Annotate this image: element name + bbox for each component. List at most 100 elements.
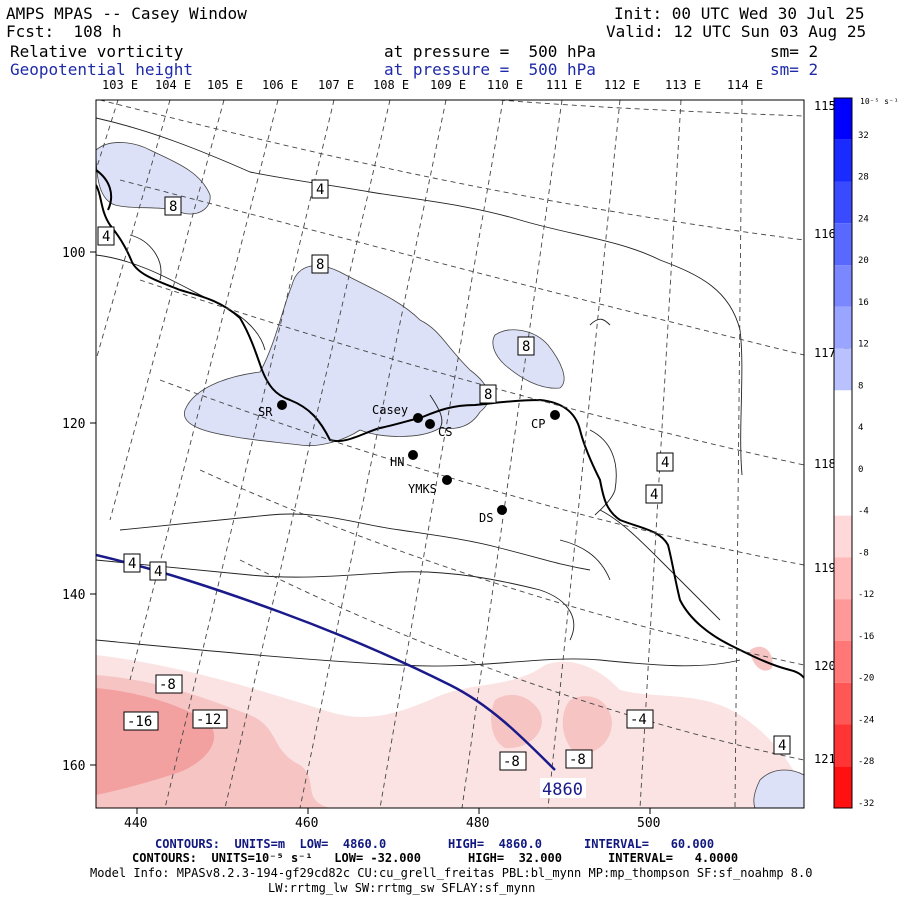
y-tick-100: 100 — [62, 246, 85, 261]
contour-label: 4 — [128, 556, 136, 572]
stations — [277, 400, 560, 515]
x-tick-500: 500 — [637, 816, 660, 830]
colorbar-swatch — [834, 473, 852, 516]
station-label-cs: CS — [438, 425, 452, 439]
colorbar-swatch — [834, 390, 852, 433]
contour-label: -8 — [569, 752, 586, 768]
colorbar-swatch — [834, 223, 852, 266]
contour-label: 4 — [316, 182, 324, 198]
colorbar-unit: 10⁻⁵ s⁻¹ — [860, 97, 899, 106]
footer-model-info2: LW:rrtmg_lw SW:rrtmg_sw SFLAY:sf_mynn — [268, 881, 536, 895]
colorbar-swatch — [834, 599, 852, 641]
pos-vorticity-se — [753, 769, 804, 808]
y-tick-140: 140 — [62, 588, 85, 603]
colorbar-swatch — [834, 557, 852, 600]
colorbar-tick-label: -32 — [858, 799, 874, 809]
contour-label: 4 — [154, 564, 162, 580]
footer-model-info: Model Info: MPASv8.2.3-194-gf29cd82c CU:… — [90, 866, 813, 880]
contour-label: -4 — [630, 712, 647, 728]
colorbar-tick-label: 4 — [858, 423, 863, 433]
field1-name: Relative vorticity — [10, 42, 184, 61]
map-frame — [95, 99, 805, 809]
neg-vorticity-patch2 — [562, 696, 612, 754]
x-tick-460: 460 — [295, 816, 318, 830]
colorbar-swatch — [834, 432, 852, 474]
footer-vort-high: HIGH= 32.000 — [468, 851, 562, 865]
title: AMPS MPAS -- Casey Window — [6, 4, 247, 23]
contour-label: -16 — [127, 714, 152, 730]
lon-label-114: 114 E — [727, 78, 763, 92]
pos-vorticity-ne — [492, 329, 565, 389]
contour-label: 8 — [316, 257, 324, 273]
colorbar-tick-label: -16 — [858, 632, 874, 642]
colorbar-frame — [833, 97, 853, 809]
height-contour-4860 — [96, 553, 556, 771]
station-dot-ds[interactable] — [497, 505, 507, 515]
lon-label-109: 109 E — [430, 78, 466, 92]
colorbar-swatch — [834, 98, 852, 140]
contour-label: 8 — [484, 387, 492, 403]
contour-label: 4 — [661, 455, 669, 471]
lon-label-111: 111 E — [546, 78, 582, 92]
station-dot-cp[interactable] — [550, 410, 560, 420]
station-label-ymks: YMKS — [408, 482, 437, 496]
contour-label: 8 — [522, 339, 530, 355]
colorbar-swatch — [834, 515, 852, 558]
lon-label-107: 107 E — [318, 78, 354, 92]
field2-level: at pressure = 500 hPa — [384, 60, 596, 79]
colorbar-tick-label: -20 — [858, 674, 874, 684]
colorbar-tick-label: 24 — [858, 214, 869, 224]
colorbar-swatch — [834, 139, 852, 182]
colorbar-tick-label: -12 — [858, 590, 874, 600]
colorbar-tick-label: 28 — [858, 173, 869, 183]
footer-height-high: HIGH= 4860.0 — [448, 837, 542, 851]
station-label-ds: DS — [479, 511, 493, 525]
colorbar-tick-label: 16 — [858, 298, 869, 308]
colorbar-swatch — [834, 348, 852, 391]
forecast-hour: Fcst: 108 h — [6, 22, 122, 41]
station-dot-casey[interactable] — [413, 413, 423, 423]
contour-label: 8 — [169, 199, 177, 215]
colorbar-tick-label: -28 — [858, 757, 874, 767]
colorbar-tick-label: -24 — [858, 715, 874, 725]
coastline — [96, 184, 804, 679]
contour-label: 4 — [650, 487, 658, 503]
footer-height-interval: INTERVAL= 60.000 — [584, 837, 715, 851]
lon-label-108: 108 E — [373, 78, 409, 92]
colorbar-tick-label: -4 — [858, 507, 869, 517]
colorbar-swatch — [834, 640, 852, 683]
field1-smoothing: sm= 2 — [770, 42, 819, 61]
y-tick-160: 160 — [62, 759, 85, 774]
neg-vorticity-patch3 — [750, 646, 773, 671]
station-dot-sr[interactable] — [277, 400, 287, 410]
height-contour-label: 4860 — [542, 780, 583, 800]
station-label-casey: Casey — [372, 403, 408, 417]
field2-smoothing: sm= 2 — [770, 60, 819, 79]
station-dot-cs[interactable] — [425, 419, 435, 429]
lon-label-103: 103 E — [102, 78, 138, 92]
station-dot-hn[interactable] — [408, 450, 418, 460]
contour-label: 4 — [102, 229, 110, 245]
colorbar-swatch — [834, 766, 852, 808]
y-tick-120: 120 — [62, 417, 85, 432]
neg-vorticity-patch — [491, 694, 542, 749]
colorbar-swatch — [834, 682, 852, 725]
colorbar-swatch — [834, 306, 852, 349]
station-label-sr: SR — [258, 405, 273, 419]
station-dot-ymks[interactable] — [442, 475, 452, 485]
valid-time: Valid: 12 UTC Sun 03 Aug 25 — [606, 22, 867, 41]
colorbar-tick-label: -8 — [858, 548, 869, 558]
contour-label: -8 — [503, 754, 520, 770]
colorbar-tick-label: 32 — [858, 131, 869, 141]
lon-label-105: 105 E — [207, 78, 243, 92]
colorbar-tick-label: 8 — [858, 381, 863, 391]
footer-height-contours: CONTOURS: UNITS=m LOW= 4860.0 — [155, 837, 387, 851]
coastline-west — [96, 169, 113, 211]
field1-level: at pressure = 500 hPa — [384, 42, 596, 61]
contour-label: -8 — [159, 677, 176, 693]
vorticity-contours — [96, 117, 743, 667]
x-tick-480: 480 — [466, 816, 489, 830]
lon-label-104: 104 E — [155, 78, 191, 92]
contour-label: 4 — [778, 738, 786, 754]
init-time: Init: 00 UTC Wed 30 Jul 25 — [614, 4, 865, 23]
